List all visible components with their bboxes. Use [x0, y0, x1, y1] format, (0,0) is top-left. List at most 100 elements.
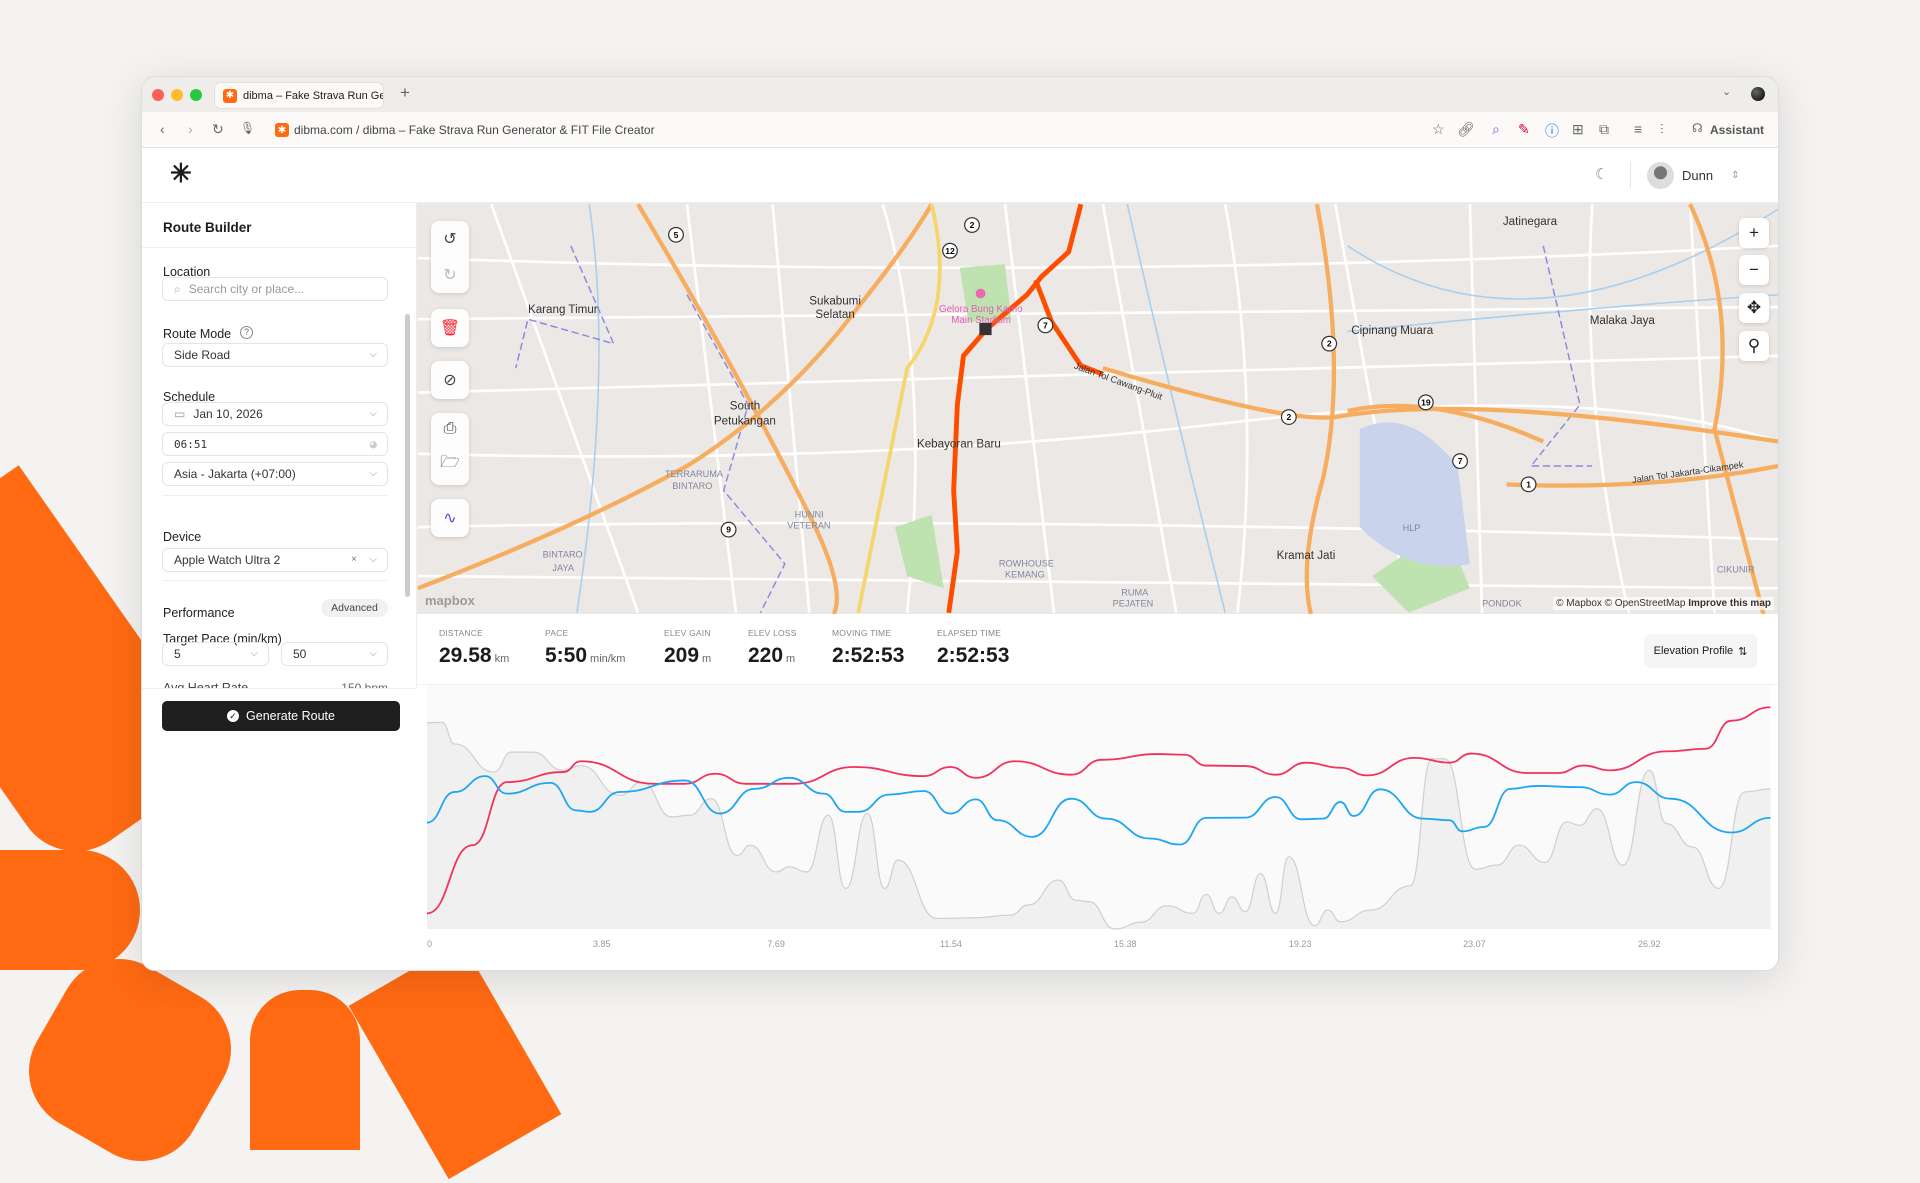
search-icon: ⌕ [174, 281, 181, 296]
map-label: Selatan [815, 308, 854, 321]
scrollbar[interactable] [405, 314, 410, 597]
calendar-icon: ▭ [174, 407, 186, 421]
place-marker-button[interactable]: ⚲ [1739, 331, 1769, 361]
input-value: 06:51 [174, 437, 208, 451]
improve-map-link[interactable]: Improve this map [1688, 598, 1771, 609]
password-manager-icon[interactable]: ⓘ [1545, 123, 1559, 139]
stat-label: MOVING TIME [832, 628, 892, 638]
lake [1359, 422, 1470, 567]
stat-number: 29.58 [439, 644, 492, 667]
route-mode-button[interactable]: ∿ [431, 499, 469, 537]
clear-icon[interactable]: × [351, 554, 357, 565]
arterial-road [856, 203, 942, 614]
tab-title: dibma – Fake Strava Run Ge [243, 89, 384, 102]
route-mode-select[interactable]: Side Road ⌵ [162, 343, 388, 367]
location-search-input[interactable]: ⌕ Search city or place... [162, 277, 388, 301]
map-label: ROWHOUSE [999, 558, 1054, 568]
extension-eyedropper-icon[interactable]: ✎ [1518, 121, 1530, 137]
pace-minutes-select[interactable]: 5 ⌵ [162, 642, 269, 666]
favicon-icon: ✱ [223, 88, 237, 103]
stat-label: PACE [545, 628, 569, 638]
profile-icon[interactable] [1751, 87, 1765, 101]
clock-icon[interactable]: ◕ [369, 437, 377, 451]
map-canvas[interactable]: Karang Timur Sukabumi Selatan Gelora Bun… [417, 203, 1779, 614]
advanced-toggle[interactable]: Advanced [321, 599, 388, 617]
road-shields: 5 12 2 7 2 19 7 1 9 2 [668, 217, 1537, 538]
divider [162, 495, 388, 496]
stat-distance: DISTANCE 29.58 km [439, 628, 509, 668]
avatar [1647, 162, 1674, 189]
stat-pace: PACE 5:50 min/km [545, 628, 625, 668]
select-value: Side Road [174, 348, 231, 362]
map-label: Petukangan [714, 414, 776, 427]
history-toolbar: ↺ ↻ [431, 221, 469, 293]
tab-bar: ✱ dibma – Fake Strava Run Ge + ⌄ [142, 77, 1778, 112]
timezone-select[interactable]: Asia - Jakarta (+07:00) ⌵ [162, 462, 388, 486]
dark-mode-moon-icon[interactable]: ☾ [1595, 166, 1609, 183]
save-icon[interactable]: ⎙ [443, 419, 457, 437]
app-header: ✳ ☾ Dunn ⇕ [142, 148, 1778, 203]
map-label: HLP [1403, 523, 1421, 533]
map-label: Jatinegara [1503, 215, 1558, 228]
stat-value: 220 m [748, 644, 797, 668]
forward-icon[interactable]: › [188, 121, 193, 137]
microphone-icon[interactable]: 🎙 [240, 121, 256, 135]
shield-label: 2 [1327, 339, 1332, 349]
menu-lines-icon[interactable]: ≡ [1634, 121, 1643, 137]
open-folder-icon[interactable]: 🗁︎ [440, 454, 460, 472]
device-select[interactable]: Apple Watch Ultra 2 × ⌵ [162, 548, 388, 572]
assistant-button[interactable]: Assistant [1710, 123, 1765, 137]
user-menu[interactable]: Dunn ⇕ [1647, 162, 1739, 189]
redo-icon[interactable]: ↻ [443, 267, 457, 284]
new-tab-button[interactable]: + [400, 83, 410, 102]
highways [417, 203, 1778, 614]
chart-canvas[interactable]: 0 3.85 7.69 11.54 15.38 19.23 23.07 26.92 [417, 669, 1779, 971]
link-icon[interactable]: 🔗︎ [1457, 121, 1475, 137]
hide-markers-button[interactable]: ⊘ [431, 361, 469, 399]
attribution-text[interactable]: © Mapbox © OpenStreetMap [1556, 598, 1686, 609]
generate-route-button[interactable]: ✓ Generate Route [162, 701, 400, 731]
audio-icon[interactable]: ⫶ [1660, 121, 1664, 137]
chevron-down-icon: ⌵ [369, 468, 377, 479]
zoom-out-button[interactable]: − [1739, 255, 1769, 285]
back-icon[interactable]: ‹ [160, 121, 165, 137]
tab-list-chevron-icon[interactable]: ⌄ [1722, 86, 1732, 98]
extensions-puzzle-icon[interactable]: ⧉ [1599, 121, 1609, 137]
reading-list-icon[interactable]: ⊞ [1572, 121, 1584, 137]
browser-tab[interactable]: ✱ dibma – Fake Strava Run Ge [214, 82, 384, 109]
assistant-icon[interactable]: ☊ [1692, 121, 1703, 135]
shield-label: 1 [1526, 479, 1531, 489]
zoom-in-button[interactable]: + [1739, 218, 1769, 248]
chevron-down-icon: ⌵ [369, 554, 377, 565]
locate-button[interactable]: ✥ [1739, 293, 1769, 323]
pace-seconds-select[interactable]: 50 ⌵ [281, 642, 388, 666]
map-label: Kramat Jati [1277, 549, 1336, 562]
reload-icon[interactable]: ↻ [212, 121, 224, 137]
select-value: Apple Watch Ultra 2 [174, 553, 281, 567]
decor-shape [0, 850, 140, 970]
decor-shape [348, 940, 562, 1180]
decor-shape [7, 937, 253, 1183]
extension-search-icon[interactable]: ⌕ [1492, 121, 1500, 137]
local-roads [417, 203, 1778, 614]
bookmark-star-icon[interactable]: ☆ [1432, 121, 1445, 137]
map-view[interactable]: Karang Timur Sukabumi Selatan Gelora Bun… [417, 203, 1779, 614]
map-attribution: © Mapbox © OpenStreetMap Improve this ma… [1553, 597, 1774, 610]
select-value: Asia - Jakarta (+07:00) [174, 467, 296, 481]
time-input[interactable]: 06:51 ◕ [162, 432, 388, 456]
delete-route-button[interactable]: 🗑︎ [431, 309, 469, 347]
performance-label: Performance [163, 606, 235, 620]
minimize-window-button[interactable] [171, 89, 183, 101]
elevation-profile-button[interactable]: Elevation Profile ⇅ [1644, 634, 1757, 668]
close-window-button[interactable] [152, 89, 164, 101]
date-select[interactable]: ▭ Jan 10, 2026 ⌵ [162, 402, 388, 426]
help-icon[interactable]: ? [240, 326, 253, 339]
route-mode-label: Route Mode [163, 327, 232, 341]
maximize-window-button[interactable] [190, 89, 202, 101]
stat-number: 2:52:53 [937, 644, 1010, 667]
x-tick-label: 3.85 [593, 939, 611, 949]
undo-icon[interactable]: ↺ [443, 231, 457, 248]
url-field[interactable]: dibma.com / dibma – Fake Strava Run Gene… [294, 123, 655, 137]
logo-icon[interactable]: ✳ [170, 158, 192, 188]
shield-label: 12 [945, 246, 955, 256]
